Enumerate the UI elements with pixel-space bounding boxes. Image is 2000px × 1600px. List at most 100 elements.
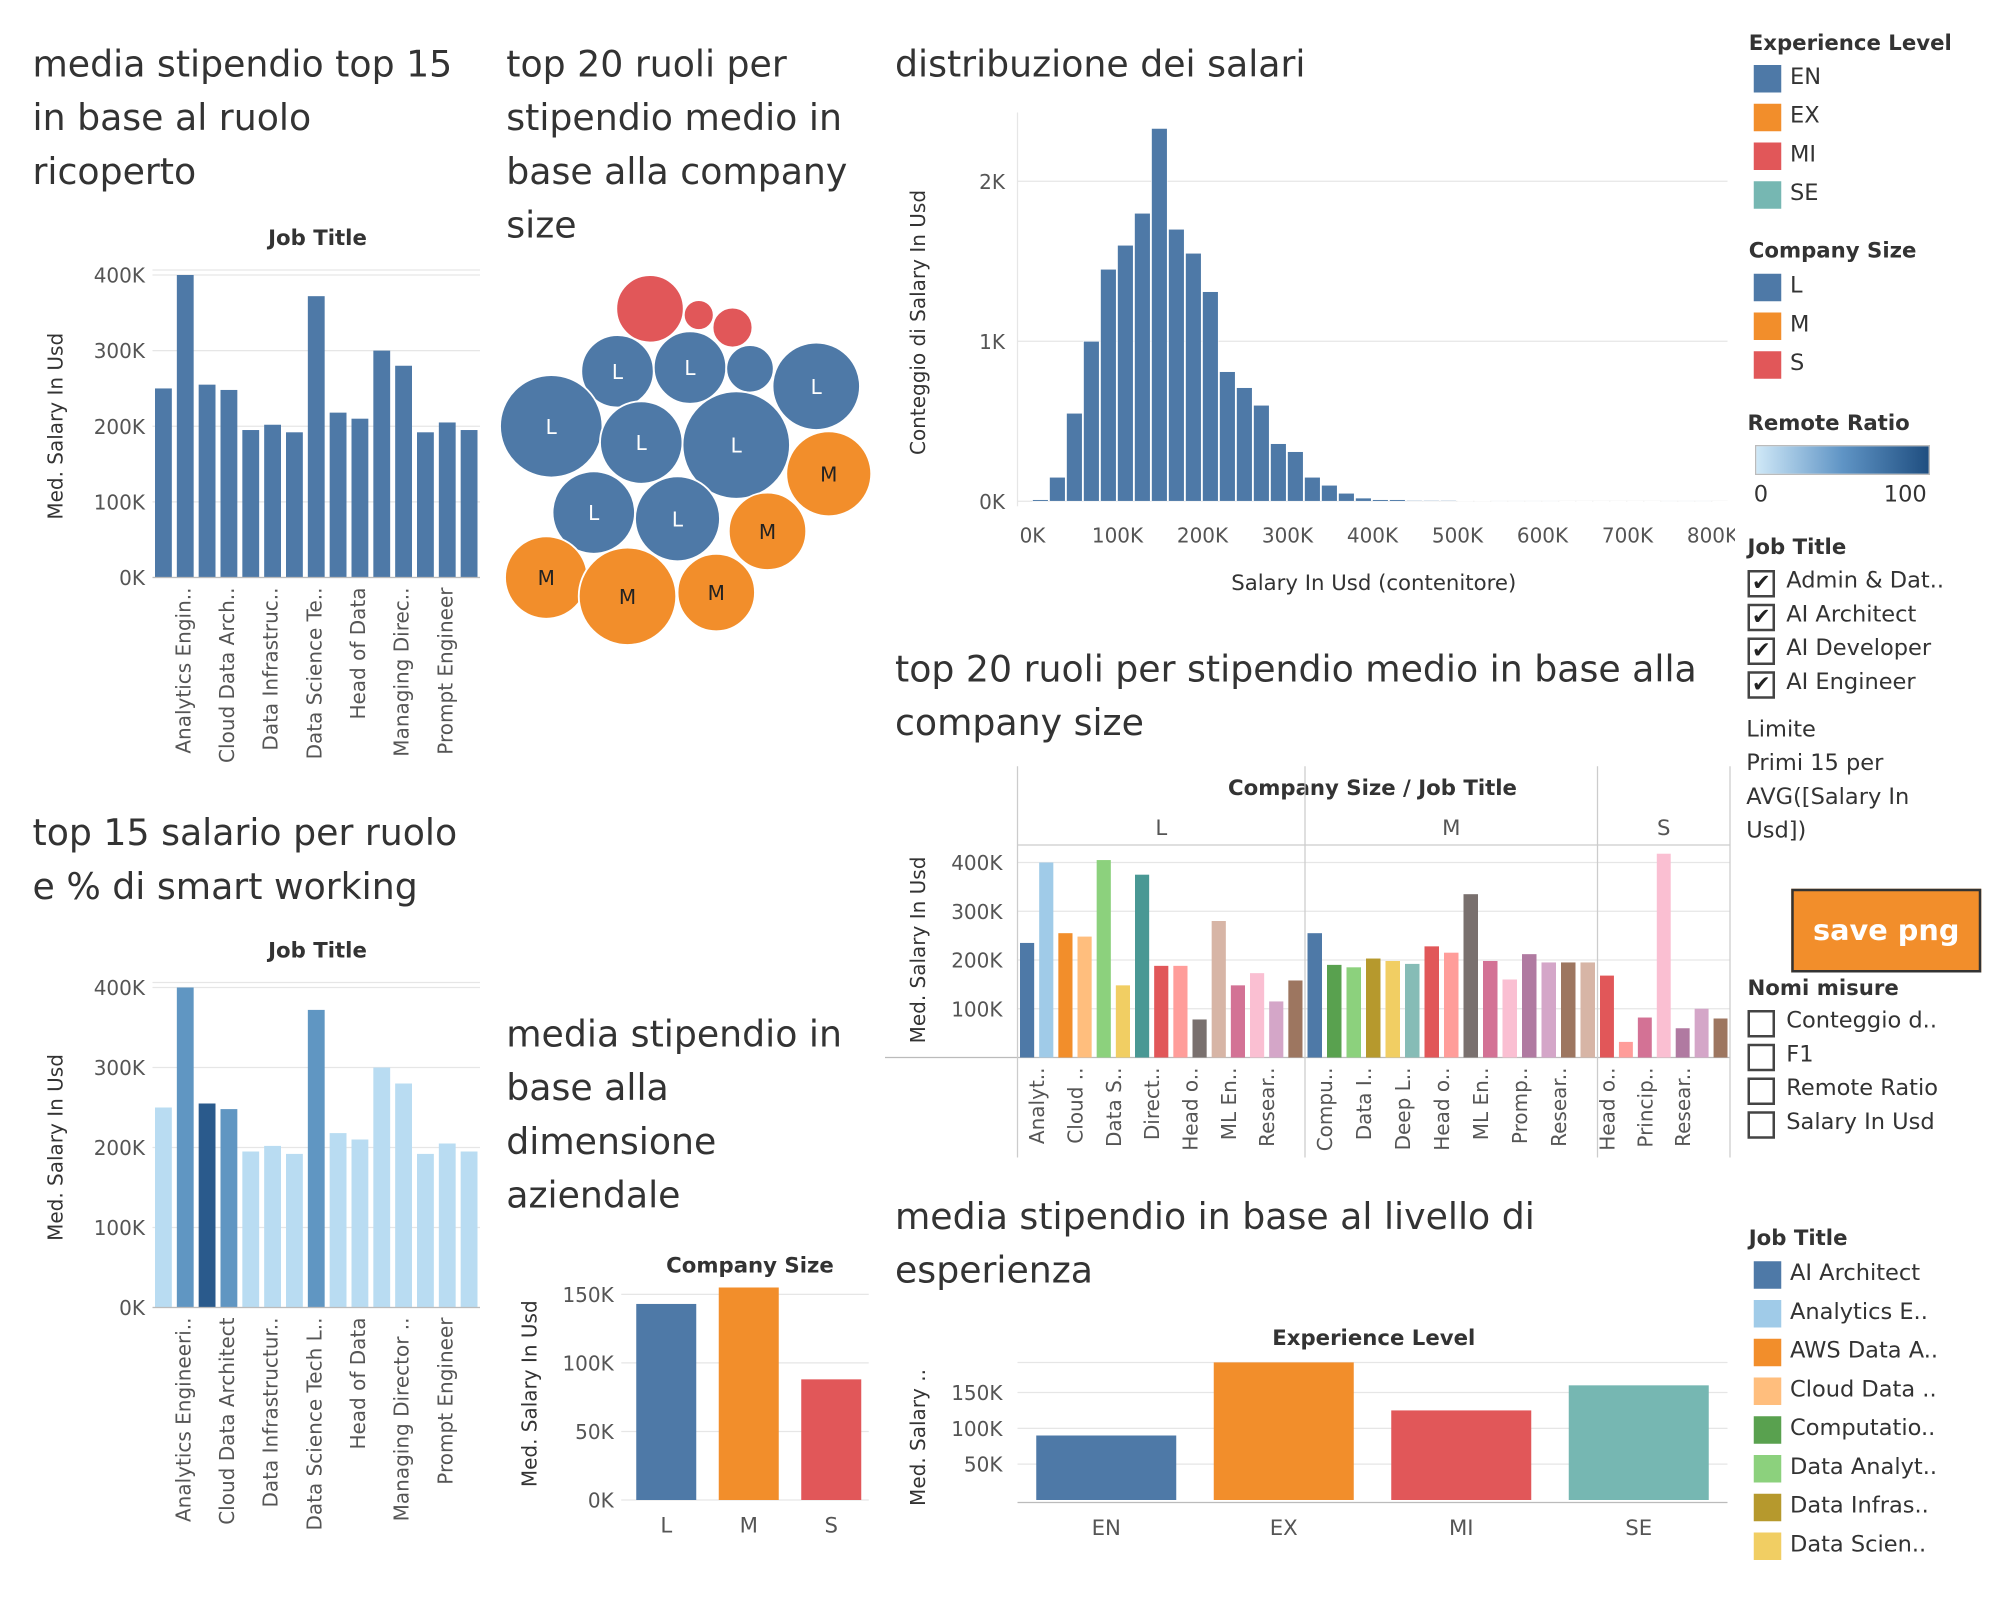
y-axis-title: Conteggio di Salary In Usd (906, 190, 930, 455)
filter-checkbox[interactable]: ✔ (1747, 570, 1775, 598)
bubble-label: M (759, 520, 776, 544)
filter-checkbox[interactable] (1747, 1111, 1775, 1139)
bar (1058, 933, 1073, 1058)
filter-label[interactable]: F1 (1786, 1041, 1814, 1068)
histogram-bar (1389, 499, 1406, 502)
filter-checkbox[interactable] (1747, 1010, 1775, 1038)
filter-job-title-title: Job Title (1747, 535, 1847, 560)
histogram-bar (1287, 451, 1304, 502)
legend-swatch[interactable] (1753, 103, 1782, 132)
bar (417, 432, 434, 578)
legend-swatch[interactable] (1753, 351, 1782, 379)
bubble (771, 341, 861, 431)
histogram-bar (1236, 387, 1253, 502)
y-axis-title: Med. Salary In Usd (44, 1054, 68, 1241)
bar (801, 1379, 862, 1500)
y-tick-label: 150K (562, 1283, 614, 1307)
legend-label[interactable]: S (1790, 350, 1805, 377)
filter-checkbox[interactable] (1747, 1077, 1775, 1105)
legend-label[interactable]: L (1790, 272, 1803, 299)
histogram-bar (1678, 500, 1695, 502)
x-axis-title: Experience Level (1272, 1326, 1475, 1351)
histogram-bar (1151, 128, 1168, 502)
bubble-label: L (684, 356, 696, 380)
filter-checkbox[interactable]: ✔ (1747, 637, 1775, 665)
filter-checkbox[interactable]: ✔ (1747, 671, 1775, 699)
x-axis-title: Job Title (266, 939, 367, 964)
x-tick-label: Prompt Engineer (433, 587, 457, 755)
title-role-top15: media stipendio top 15 in base al ruolo … (32, 42, 453, 193)
legend-swatch[interactable] (1753, 1455, 1782, 1483)
filter-label[interactable]: Salary In Usd (1786, 1108, 1935, 1135)
filter-label[interactable]: Conteggio d.. (1786, 1007, 1937, 1034)
legend-label[interactable]: EN (1790, 63, 1822, 90)
title-grouped: top 20 ruoli per stipendio medio in base… (895, 647, 1697, 744)
legend-label[interactable]: Analytics E.. (1790, 1298, 1928, 1325)
y-tick-label: 400K (94, 976, 146, 1000)
x-tick-label: L (660, 1514, 672, 1539)
x-tick-label: Cloud Data Arch.. (215, 588, 239, 763)
limit-note-line: AVG([Salary In (1746, 783, 1910, 810)
legend-swatch[interactable] (1753, 1300, 1782, 1328)
filter-label[interactable]: Remote Ratio (1786, 1075, 1938, 1102)
legend-label[interactable]: Computatio.. (1790, 1415, 1936, 1442)
filter-checkbox[interactable]: ✔ (1747, 603, 1775, 632)
legend-remote-title: Remote Ratio (1747, 411, 1910, 437)
legend-label[interactable]: SE (1790, 180, 1819, 207)
bar (198, 384, 216, 578)
x-tick-label: Cloud .. (1064, 1068, 1088, 1144)
bar (1115, 985, 1130, 1058)
legend-swatch[interactable] (1753, 1532, 1782, 1560)
filter-label[interactable]: Admin & Dat.. (1786, 567, 1945, 594)
y-tick-label: 0K (119, 566, 146, 590)
legend-label[interactable]: M (1790, 311, 1810, 338)
x-tick-label: Head of Data (346, 588, 370, 720)
histogram-bar (1695, 500, 1712, 502)
y-tick-label: 50K (964, 1453, 1003, 1477)
legend-swatch[interactable] (1753, 273, 1782, 302)
filter-checkbox[interactable] (1747, 1043, 1775, 1072)
legend-label[interactable]: Data Scien.. (1790, 1531, 1927, 1558)
x-tick-label: SE (1625, 1516, 1652, 1541)
legend-swatch[interactable] (1753, 1416, 1782, 1444)
x-tick-label: Data I.. (1352, 1068, 1376, 1141)
bar (1366, 958, 1381, 1058)
legend-swatch[interactable] (1753, 142, 1782, 170)
filter-label[interactable]: AI Engineer (1786, 668, 1916, 695)
legend-swatch[interactable] (1753, 312, 1782, 340)
histogram-bar (1576, 500, 1593, 503)
bar (1424, 946, 1439, 1058)
legend-swatch[interactable] (1753, 1338, 1782, 1367)
y-axis-title: Med. Salary In Usd (906, 857, 930, 1044)
x-tick-label: Data Infrastruc.. (259, 588, 283, 751)
group-label: M (1442, 816, 1460, 841)
histogram-bar (1321, 484, 1338, 502)
legend-label[interactable]: EX (1790, 102, 1820, 129)
legend-label[interactable]: MI (1790, 141, 1817, 168)
legend-swatch[interactable] (1753, 1261, 1782, 1289)
legend-swatch[interactable] (1753, 1493, 1782, 1522)
legend-label[interactable]: Cloud Data .. (1790, 1376, 1937, 1403)
legend-swatch[interactable] (1753, 181, 1782, 209)
bar (351, 1139, 369, 1308)
legend-job-colors-title: Job Title (1748, 1226, 1848, 1252)
legend-label[interactable]: Data Analyt.. (1790, 1453, 1938, 1480)
y-tick-label: 100K (94, 490, 146, 514)
histogram-bar (1372, 499, 1389, 502)
legend-swatch[interactable] (1753, 65, 1782, 93)
histogram-bar (1083, 340, 1100, 502)
histogram-bar (1559, 500, 1576, 503)
x-tick-label: 700K (1602, 524, 1654, 548)
save-png-button[interactable]: save png (1791, 888, 1982, 973)
legend-label[interactable]: Data Infras.. (1790, 1492, 1929, 1519)
histogram-bar (1661, 500, 1678, 502)
legend-swatch[interactable] (1753, 1377, 1782, 1405)
legend-label[interactable]: AI Architect (1790, 1260, 1921, 1287)
filter-label[interactable]: AI Architect (1786, 601, 1917, 628)
x-tick-label: Analytics Engineeri.. (171, 1318, 195, 1523)
legend-label[interactable]: AWS Data A.. (1790, 1337, 1939, 1364)
bubble (615, 274, 685, 344)
x-tick-label: ML En.. (1469, 1068, 1493, 1141)
filter-label[interactable]: AI Developer (1786, 635, 1932, 662)
bar (1694, 1008, 1709, 1058)
